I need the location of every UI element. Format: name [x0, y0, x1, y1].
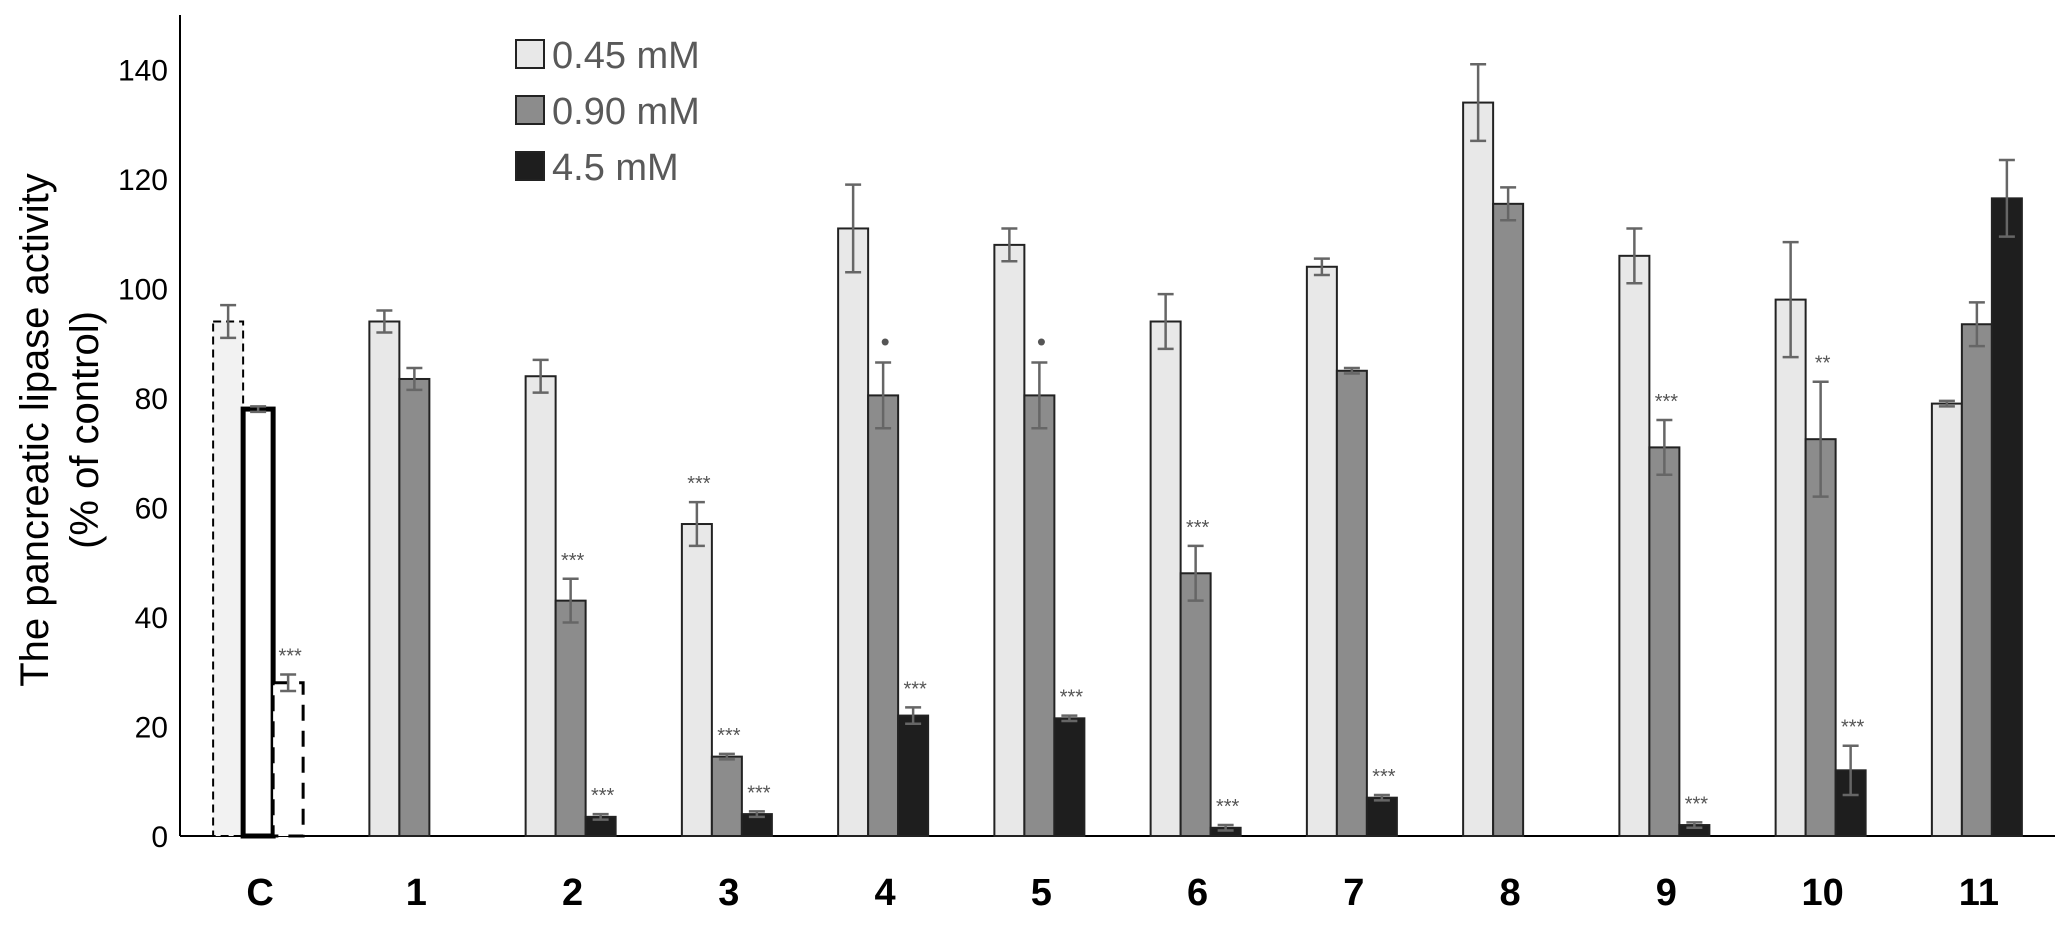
- significance-label: ***: [747, 782, 771, 804]
- y-axis-label: The pancreatic lipase activity (% of con…: [13, 173, 107, 687]
- bar: [1179, 572, 1212, 838]
- bar: [710, 755, 743, 837]
- y-tick-label: 80: [135, 383, 168, 416]
- bar: [1492, 202, 1525, 837]
- legend-label: 4.5 mM: [552, 147, 679, 189]
- bar: [212, 320, 245, 837]
- y-tick-label: 40: [135, 602, 168, 635]
- significance-label: ***: [1685, 793, 1709, 815]
- x-tick-label: 4: [875, 872, 896, 914]
- bar: [1960, 323, 1993, 837]
- significance-label: ***: [687, 473, 711, 495]
- y-axis-label-line2: (% of control): [63, 311, 107, 549]
- bar: [1023, 394, 1056, 837]
- legend-swatch: [515, 39, 545, 69]
- y-tick-label: 120: [118, 164, 168, 197]
- y-tick-label: 20: [135, 712, 168, 745]
- bar: [1990, 197, 2023, 837]
- significance-label: ***: [591, 785, 615, 807]
- bar: [240, 406, 276, 839]
- bar: [271, 681, 305, 838]
- significance-label: ***: [1372, 766, 1396, 788]
- x-tick-label: 6: [1187, 872, 1208, 914]
- significance-label: •: [881, 327, 890, 357]
- x-tick-label: 2: [562, 872, 583, 914]
- significance-label: ***: [1841, 717, 1865, 739]
- significance-label: ***: [1655, 391, 1679, 413]
- significance-label: **: [1815, 353, 1831, 375]
- significance-label: ***: [1186, 517, 1210, 539]
- legend-label: 0.90 mM: [552, 91, 700, 133]
- y-tick-label: 60: [135, 493, 168, 526]
- x-tick-label: 11: [1959, 872, 1999, 914]
- bar: [1305, 265, 1338, 838]
- significance-label: ***: [717, 725, 741, 747]
- bar: [1149, 320, 1182, 837]
- axes: [179, 15, 2055, 837]
- bar: [680, 523, 713, 838]
- x-tick-label: 3: [718, 872, 739, 914]
- significance-label: •: [1037, 327, 1046, 357]
- bar: [1774, 298, 1807, 837]
- significance-label: ***: [278, 646, 302, 668]
- x-tick-label: 8: [1500, 872, 1521, 914]
- y-tick-labels: 0 20 40 60 80 100 120 140: [118, 55, 168, 854]
- y-axis-label-line1: The pancreatic lipase activity: [13, 173, 57, 687]
- y-tick-label: 0: [151, 821, 168, 854]
- bar: [897, 714, 930, 837]
- bar: [867, 394, 900, 837]
- bar: [1930, 402, 1963, 837]
- x-tick-label: C: [246, 872, 273, 914]
- y-tick-label: 100: [118, 274, 168, 307]
- bar: [398, 377, 431, 837]
- bar: [1462, 101, 1495, 838]
- bar: [993, 243, 1026, 837]
- significance-label: ***: [1216, 796, 1240, 818]
- bar: [1804, 438, 1837, 837]
- significance-label: ***: [561, 550, 585, 572]
- x-tick-label: 1: [406, 872, 427, 914]
- bars: ******************•***•*****************…: [212, 63, 2023, 839]
- x-tick-label: 7: [1343, 872, 1364, 914]
- x-tick-label: 9: [1656, 872, 1677, 914]
- x-tick-labels: C 1 2 3 4 5 6 7 8 9 10 11: [246, 872, 1999, 914]
- legend-swatch: [515, 95, 545, 125]
- bar: [1365, 796, 1398, 837]
- bar: [1335, 369, 1368, 837]
- bar: [554, 599, 587, 837]
- significance-label: ***: [1060, 687, 1084, 709]
- y-tick-label: 140: [118, 55, 168, 88]
- bar: [1618, 254, 1651, 837]
- legend: 0.45 mM 0.90 mM 4.5 mM: [515, 35, 700, 189]
- bar: [368, 320, 401, 837]
- x-tick-label: 5: [1031, 872, 1052, 914]
- bar: [837, 227, 870, 837]
- bar: [1053, 717, 1086, 837]
- legend-swatch: [515, 151, 545, 181]
- bar: [524, 375, 557, 837]
- bar: [1648, 446, 1681, 837]
- significance-label: ***: [903, 678, 927, 700]
- legend-label: 0.45 mM: [552, 35, 700, 77]
- x-tick-label: 10: [1801, 872, 1843, 914]
